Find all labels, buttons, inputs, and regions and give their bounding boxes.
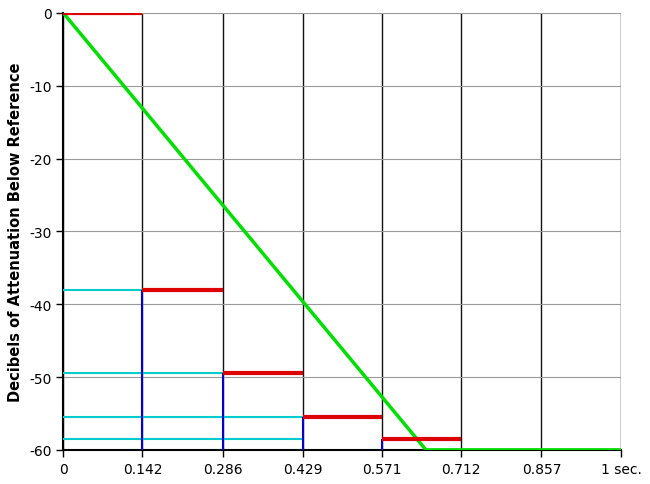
- Y-axis label: Decibels of Attenuation Below Reference: Decibels of Attenuation Below Reference: [8, 62, 23, 401]
